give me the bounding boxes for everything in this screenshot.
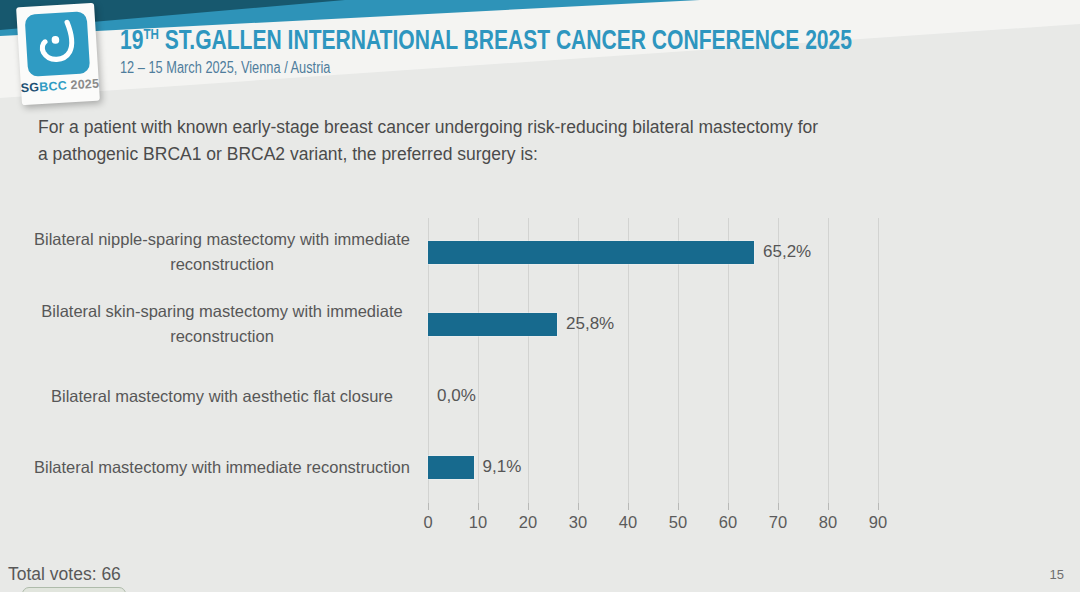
category-label: Bilateral mastectomy with immediate reco… bbox=[24, 422, 420, 512]
question-line-1: For a patient with known early-stage bre… bbox=[38, 114, 818, 141]
total-votes: Total votes: 66 bbox=[8, 564, 121, 585]
x-tick-label: 80 bbox=[806, 513, 850, 532]
value-label: 65,2% bbox=[763, 240, 811, 264]
conference-title: 19TH ST.GALLEN INTERNATIONAL BREAST CANC… bbox=[120, 25, 1058, 56]
x-tick-label: 90 bbox=[856, 513, 900, 532]
axis-tick-mark bbox=[578, 503, 579, 510]
question-text: For a patient with known early-stage bre… bbox=[38, 114, 818, 168]
x-tick-label: 40 bbox=[606, 513, 650, 532]
bar bbox=[428, 456, 474, 479]
header: 19TH ST.GALLEN INTERNATIONAL BREAST CANC… bbox=[120, 25, 1058, 77]
slide: SGBCC 2025 19TH ST.GALLEN INTERNATIONAL … bbox=[0, 0, 1080, 592]
value-label: 25,8% bbox=[566, 312, 614, 336]
x-tick-label: 20 bbox=[506, 513, 550, 532]
conference-logo: SGBCC 2025 bbox=[16, 3, 100, 106]
conference-dates: 12 – 15 March 2025, Vienna / Austria bbox=[120, 59, 1058, 77]
bar bbox=[428, 241, 754, 264]
chart-gridline bbox=[828, 218, 829, 503]
logo-year-text: 2025 bbox=[66, 77, 99, 93]
x-tick-label: 10 bbox=[456, 513, 500, 532]
x-tick-label: 0 bbox=[406, 513, 450, 532]
sgbcc-breast-logo-icon bbox=[25, 11, 91, 77]
axis-tick-mark bbox=[678, 503, 679, 510]
x-tick-label: 30 bbox=[556, 513, 600, 532]
axis-tick-mark bbox=[428, 503, 429, 510]
axis-tick-mark bbox=[828, 503, 829, 510]
value-label: 0,0% bbox=[437, 384, 476, 408]
logo-bcc-text: BCC bbox=[39, 79, 67, 95]
clipped-footer-pill bbox=[22, 587, 126, 592]
axis-tick-mark bbox=[628, 503, 629, 510]
page-number: 15 bbox=[1050, 567, 1064, 582]
chart-gridline bbox=[878, 218, 879, 503]
axis-tick-mark bbox=[528, 503, 529, 510]
axis-tick-mark bbox=[478, 503, 479, 510]
x-tick-label: 70 bbox=[756, 513, 800, 532]
bar-chart: 0102030405060708090Bilateral nipple-spar… bbox=[0, 0, 1080, 592]
x-tick-label: 50 bbox=[656, 513, 700, 532]
question-line-2: a pathogenic BRCA1 or BRCA2 variant, the… bbox=[38, 141, 818, 168]
logo-sg-text: SG bbox=[20, 80, 39, 95]
logo-wordmark: SGBCC 2025 bbox=[20, 77, 99, 96]
axis-tick-mark bbox=[878, 503, 879, 510]
axis-tick-mark bbox=[778, 503, 779, 510]
x-tick-label: 60 bbox=[706, 513, 750, 532]
bar bbox=[428, 313, 557, 336]
axis-tick-mark bbox=[728, 503, 729, 510]
value-label: 9,1% bbox=[483, 455, 522, 479]
